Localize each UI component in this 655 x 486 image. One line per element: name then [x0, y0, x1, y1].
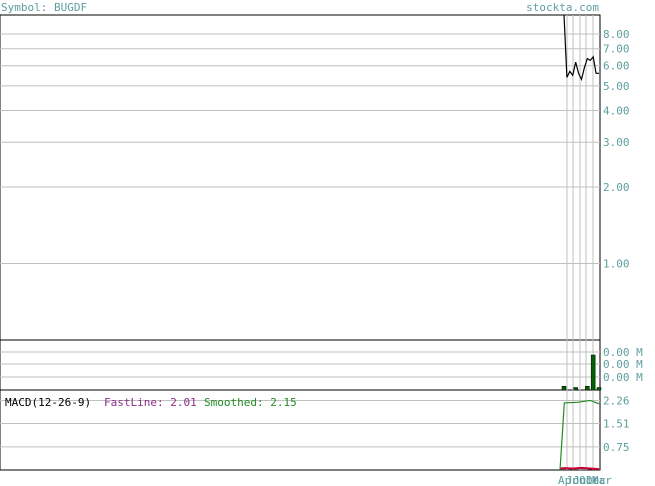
price-tick-label: 5.00	[603, 80, 630, 93]
price-line	[563, 14, 599, 82]
macd-series	[559, 399, 600, 471]
macd-series-line	[559, 466, 600, 471]
x-axis-label: Mar	[592, 474, 612, 486]
smoothed-label: Smoothed: 2.15	[204, 396, 297, 409]
macd-tick-labels: 2.26 1.51 0.75	[603, 394, 630, 453]
macd-tick-label: 0.75	[603, 441, 630, 454]
price-tick-label: 7.00	[603, 43, 630, 56]
volume-bars	[561, 354, 602, 391]
x-axis-label: Jun	[566, 474, 586, 486]
volume-bar	[585, 386, 590, 391]
x-axis-label: Jul	[573, 474, 593, 486]
macd-series-line	[559, 399, 600, 471]
volume-bar	[590, 354, 596, 391]
vertical-gridlines	[566, 15, 594, 470]
price-tick-label: 2.00	[603, 181, 630, 194]
x-axis-label: Apr	[558, 474, 578, 486]
volume-tick-label: 0.00 M	[603, 358, 643, 371]
price-series	[563, 14, 599, 82]
macd-panel	[0, 389, 601, 471]
volume-tick-label: 0.00 M	[603, 371, 643, 384]
x-axis-label: Oct	[579, 474, 599, 486]
macd-tick-label: 1.51	[603, 418, 630, 431]
macd-tick-label: 2.26	[603, 394, 630, 407]
price-panel	[0, 14, 601, 341]
price-tick-label: 3.00	[603, 136, 630, 149]
volume-panel	[0, 339, 601, 391]
site-label[interactable]: stockta.com	[526, 1, 599, 14]
price-tick-label: 4.00	[603, 104, 630, 117]
volume-gridlines	[0, 351, 600, 378]
volume-tick-labels: 0.00 M0.00 M0.00 M	[603, 346, 643, 384]
price-tick-labels: 8.00 7.00 6.00 5.00 4.00 3.00 2.00 1.00	[603, 28, 630, 271]
macd-gridlines	[0, 399, 600, 448]
price-tick-label: 8.00	[603, 28, 630, 41]
price-tick-label: 6.00	[603, 60, 630, 73]
symbol-label: Symbol: BUGDF	[1, 1, 87, 14]
price-gridlines	[0, 33, 600, 264]
volume-tick-label: 0.00 M	[603, 346, 643, 359]
volume-bar	[573, 387, 578, 391]
price-tick-label: 1.00	[603, 257, 630, 270]
volume-bar	[561, 386, 567, 391]
x-axis-label: Dec	[586, 474, 606, 486]
fastline-label: FastLine: 2.01	[104, 396, 197, 409]
macd-title: MACD(12-26-9)	[5, 396, 91, 409]
volume-bar	[596, 387, 602, 391]
